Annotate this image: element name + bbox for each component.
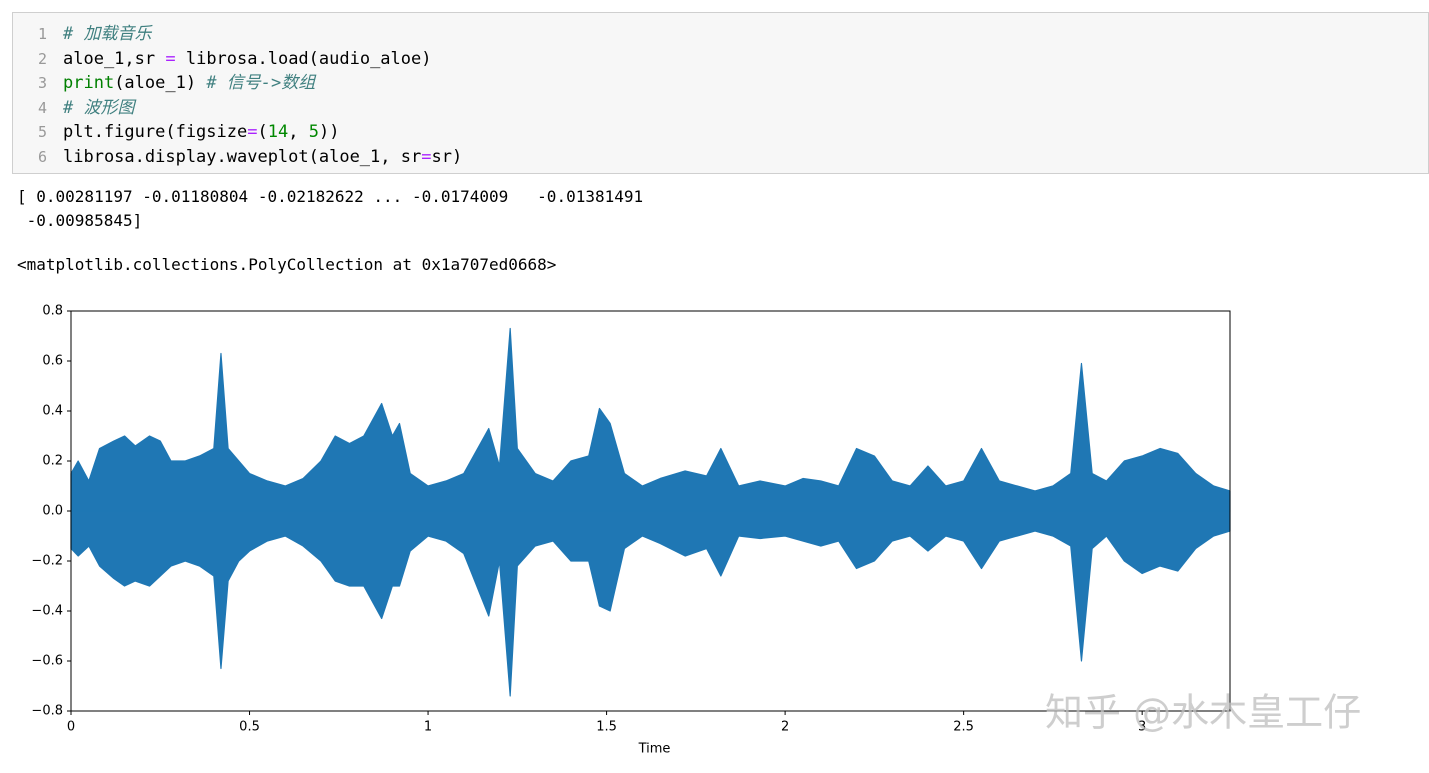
code-token: = bbox=[247, 122, 258, 142]
output-repr: <matplotlib.collections.PolyCollection a… bbox=[17, 255, 557, 274]
x-tick-label: 0.5 bbox=[239, 720, 260, 735]
code-line: 5 plt.figure(figsize=(14, 5)) bbox=[13, 120, 339, 144]
x-tick-label: 2.5 bbox=[953, 720, 974, 735]
chart: −0.8 −0.6 −0.4 −0.2 0.0 0.2 0.4 0.6 0.8 0 0.5 1 1.5 2… bbox=[31, 304, 1361, 757]
y-tick-label: 0.2 bbox=[42, 454, 63, 469]
x-axis-label: Time bbox=[638, 742, 671, 757]
y-tick-label: 0.0 bbox=[42, 504, 63, 519]
line-number: 1 bbox=[37, 25, 47, 43]
y-tick-label: −0.2 bbox=[31, 554, 63, 569]
waveform bbox=[70, 510, 1231, 697]
code-line: 3 print(aloe_1) # 信号->数组 bbox=[13, 71, 315, 95]
code-token: # 加载音乐 bbox=[63, 24, 152, 44]
y-tick-label: −0.8 bbox=[31, 704, 63, 719]
x-tick-label: 1 bbox=[424, 720, 432, 735]
code-token: sr) bbox=[431, 146, 463, 167]
output-line: -0.00985845] bbox=[17, 211, 143, 230]
y-tick-label: 0.8 bbox=[42, 304, 63, 319]
x-tick-label: 1.5 bbox=[596, 720, 617, 735]
watermark: 知乎 @水木皇工仔 bbox=[1045, 691, 1361, 735]
code-token: 5 bbox=[308, 122, 319, 142]
code-line: 1 # 加载音乐 bbox=[13, 22, 152, 46]
y-tick-label: 0.6 bbox=[42, 354, 63, 369]
code-token: print bbox=[63, 73, 115, 93]
code-token: # 波形图 bbox=[63, 97, 135, 118]
y-tick-label: −0.6 bbox=[31, 654, 63, 669]
code-token: # 信号->数组 bbox=[206, 73, 316, 93]
output-line: [ 0.00281197 -0.01180804 -0.02182622 ...… bbox=[17, 187, 644, 206]
x-tick-label: 2 bbox=[781, 720, 789, 735]
code-token: librosa.display.waveplot(aloe_1, sr bbox=[63, 146, 422, 167]
code-line: 4 # 波形图 bbox=[13, 96, 135, 120]
line-number: 2 bbox=[37, 49, 47, 68]
code-token: plt.figure(figsize bbox=[63, 122, 248, 142]
line-number: 6 bbox=[37, 147, 47, 166]
code-token: librosa.load(audio_aloe) bbox=[175, 48, 432, 69]
code-token: (aloe_1) bbox=[114, 73, 207, 93]
line-number: 5 bbox=[37, 123, 47, 141]
x-tick-label: 0 bbox=[67, 720, 75, 735]
y-tick-label: 0.4 bbox=[42, 404, 63, 419]
y-tick-label: −0.4 bbox=[31, 604, 63, 619]
code-token: )) bbox=[318, 122, 340, 142]
code-token: ( bbox=[257, 122, 268, 142]
line-number: 4 bbox=[37, 98, 47, 117]
x-tick-label: 3 bbox=[1138, 720, 1146, 735]
code-cell[interactable]: 1 # 加载音乐 2 aloe_1,sr = librosa.load(audio_a… bbox=[12, 12, 1429, 174]
waveform bbox=[70, 327, 1231, 512]
code-token: , bbox=[288, 122, 309, 142]
code-token: = bbox=[421, 146, 432, 167]
code-token: aloe_1,sr bbox=[63, 48, 166, 69]
code-line: 2 aloe_1,sr = librosa.load(audio_aloe) bbox=[13, 47, 432, 71]
line-number: 3 bbox=[37, 74, 47, 92]
code-token: 14 bbox=[267, 122, 289, 142]
code-line: 6 librosa.display.waveplot(aloe_1, sr=sr) bbox=[13, 145, 462, 169]
code-token: = bbox=[165, 48, 176, 69]
